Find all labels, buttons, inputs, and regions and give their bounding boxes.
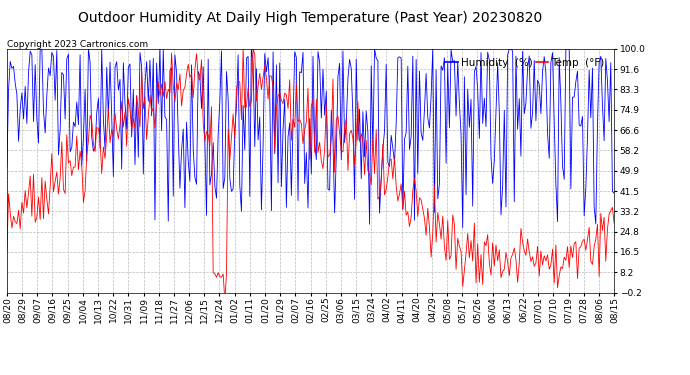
Text: Copyright 2023 Cartronics.com: Copyright 2023 Cartronics.com — [7, 40, 148, 49]
Text: Outdoor Humidity At Daily High Temperature (Past Year) 20230820: Outdoor Humidity At Daily High Temperatu… — [79, 11, 542, 25]
Legend: Humidity  (%), Temp  (°F): Humidity (%), Temp (°F) — [441, 54, 609, 72]
